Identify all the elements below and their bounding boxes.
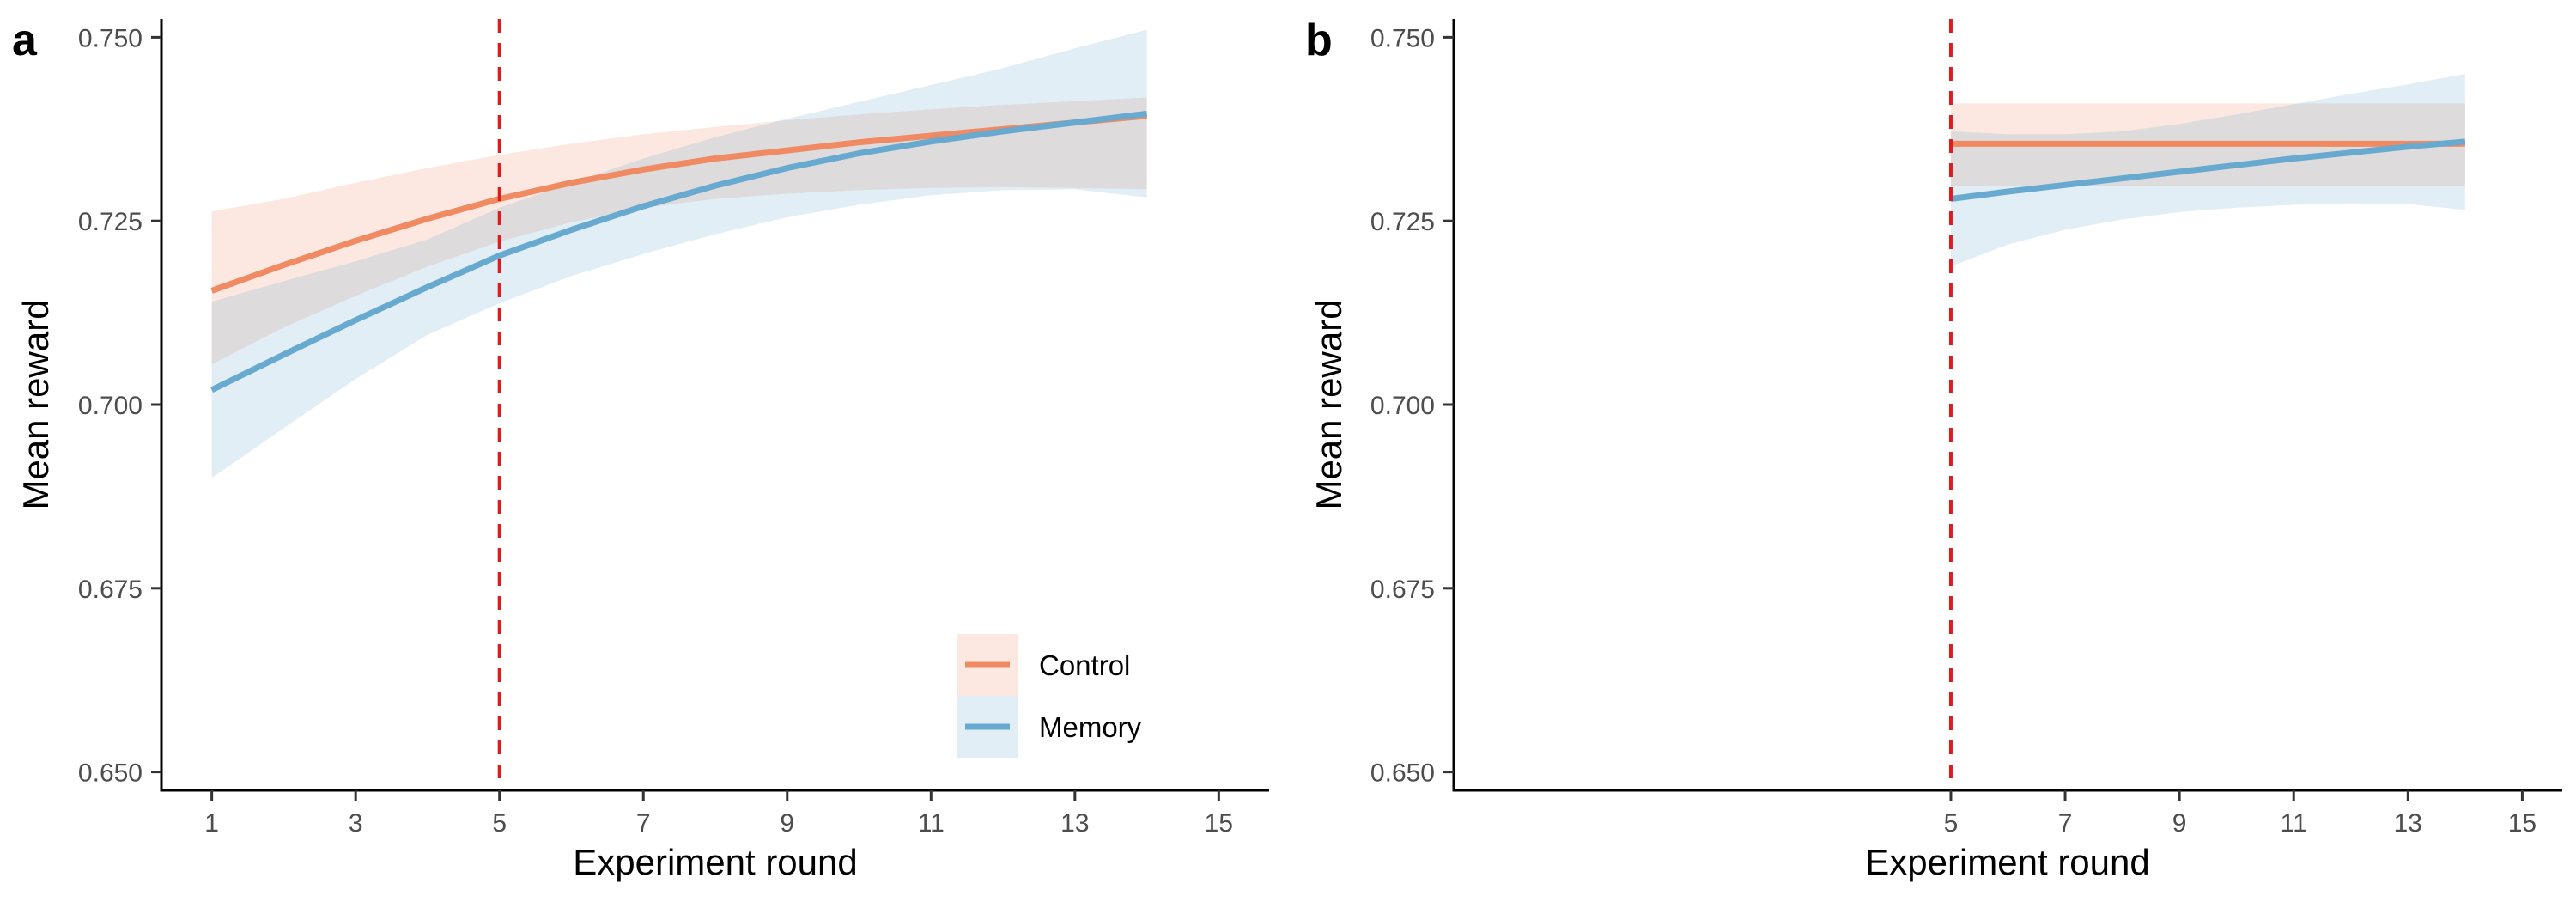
panel-b-x-axis-title: Experiment round xyxy=(1865,842,2150,882)
panel-a-y-tick-label: 0.725 xyxy=(78,208,143,236)
panel-a-x-tick-label: 5 xyxy=(492,809,507,838)
panel-b-x-tick-label: 15 xyxy=(2508,809,2537,838)
panel-a-x-tick-label: 9 xyxy=(780,809,794,838)
panel-a-x-tick-label: 3 xyxy=(349,809,363,838)
panel-a-memory-line xyxy=(210,110,1148,393)
panel-b-x-tick-label: 9 xyxy=(2172,809,2187,838)
panel-b-x-ticks: 5 7 9 11 13 15 xyxy=(1944,790,2537,838)
panel-a-lines xyxy=(210,110,1148,393)
panel-a-x-ticks: 1 3 5 7 9 11 13 15 xyxy=(204,790,1233,838)
panel-b-y-tick-label: 0.675 xyxy=(1370,576,1435,604)
panel-b-x-tick-label: 11 xyxy=(2281,809,2307,838)
panel-b-label: b xyxy=(1305,15,1333,65)
panel-a-x-tick-label: 7 xyxy=(636,809,651,838)
panel-b-y-tick-label: 0.650 xyxy=(1370,759,1435,788)
panel-b-x-tick-label: 13 xyxy=(2394,809,2422,838)
panel-a-x-tick-label: 13 xyxy=(1060,809,1089,838)
panel-a-y-tick-label: 0.700 xyxy=(78,392,143,420)
legend-label-control: Control xyxy=(1039,649,1130,681)
legend-label-memory: Memory xyxy=(1039,711,1142,743)
panel-a-y-ticks: 0.650 0.675 0.700 0.725 0.750 xyxy=(78,24,161,788)
panel-b: b 0.650 0.675 0.700 0.725 0.750 5 7 9 11 13 15 Ex… xyxy=(1305,15,2562,882)
panel-b-x-tick-label: 5 xyxy=(1944,809,1959,838)
panel-a-label: a xyxy=(12,15,38,65)
panel-b-y-tick-label: 0.750 xyxy=(1370,24,1435,52)
panel-b-y-tick-label: 0.725 xyxy=(1370,208,1435,236)
panel-a-y-tick-label: 0.750 xyxy=(78,24,143,52)
panel-a-x-tick-label: 15 xyxy=(1205,809,1233,838)
panel-a-control-confidence-band xyxy=(211,97,1147,364)
panel-b-lines xyxy=(1950,138,2466,202)
panel-a-x-axis-title: Experiment round xyxy=(573,842,858,882)
panel-a-y-axis-title: Mean reward xyxy=(15,299,56,509)
panel-b-x-tick-label: 7 xyxy=(2058,809,2073,838)
panel-a-bands xyxy=(211,29,1147,478)
panel-b-y-tick-label: 0.700 xyxy=(1370,392,1435,420)
legend: Control Memory xyxy=(957,634,1142,758)
panel-a-y-tick-label: 0.675 xyxy=(78,576,143,604)
panel-b-memory-line xyxy=(1950,138,2466,202)
panel-a-x-tick-label: 11 xyxy=(918,809,945,838)
panel-a-x-tick-label: 1 xyxy=(204,809,219,838)
panel-b-y-ticks: 0.650 0.675 0.700 0.725 0.750 xyxy=(1370,24,1454,788)
panel-b-y-axis-title: Mean reward xyxy=(1309,299,1349,509)
panel-a-y-tick-label: 0.650 xyxy=(78,759,143,788)
